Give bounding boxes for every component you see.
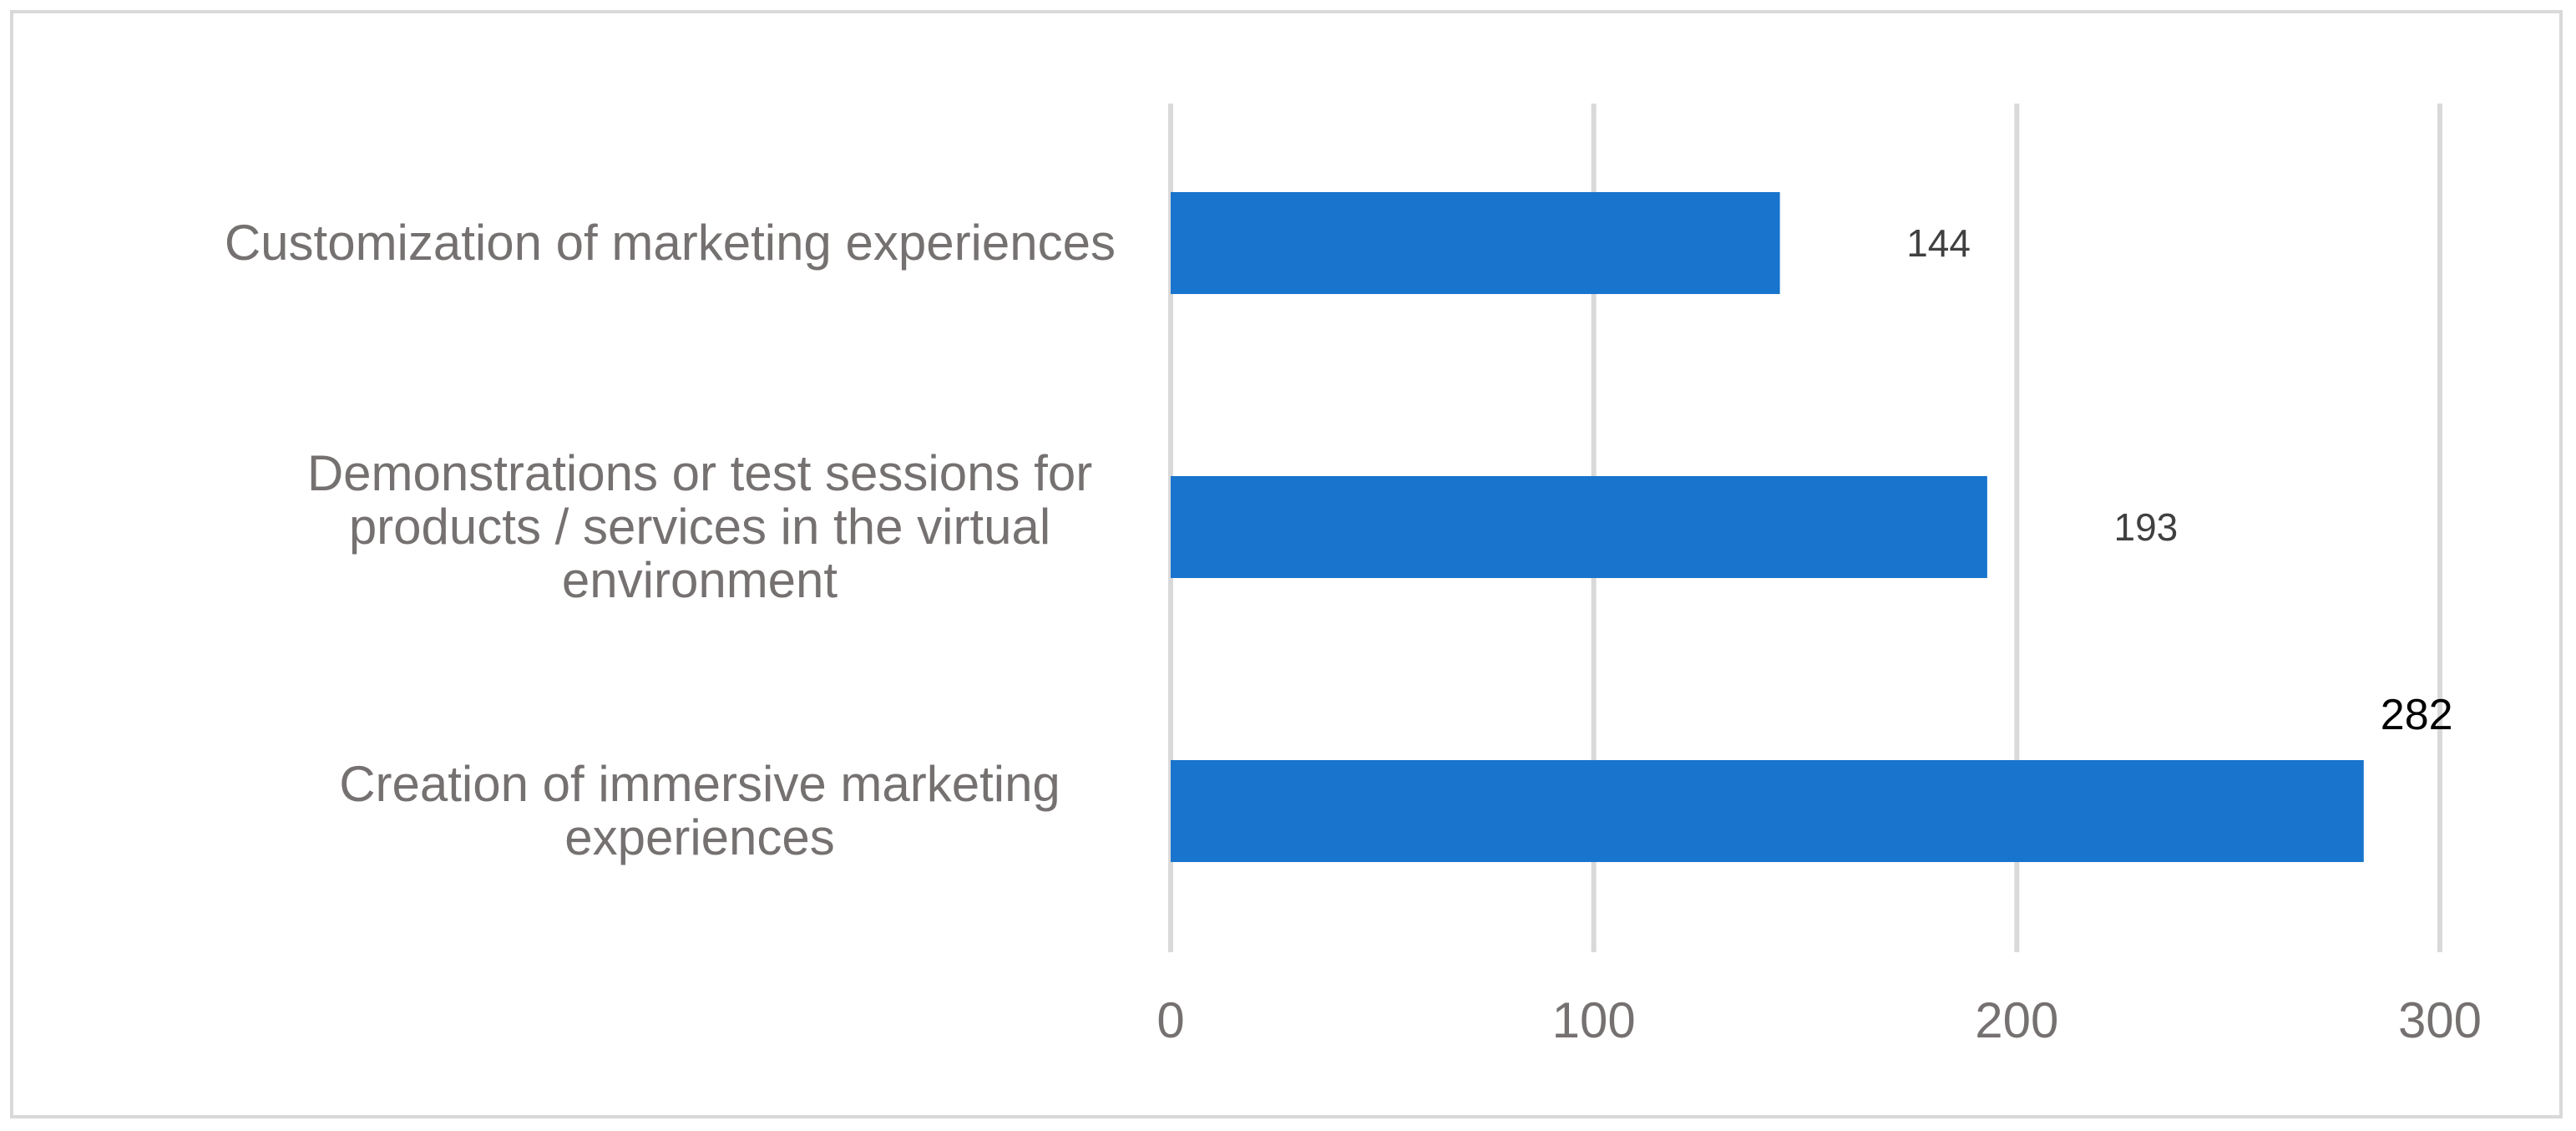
- x-tick-label-0: 0: [1156, 992, 1184, 1048]
- category-label-2-line-1: Demonstrations or test sessions for: [307, 445, 1092, 501]
- bar-3: [1171, 760, 2364, 862]
- category-label-1-line-1: Customization of marketing experiences: [225, 215, 1116, 271]
- x-tick-label-100: 100: [1552, 992, 1636, 1048]
- category-label-2-line-2: products / services in the virtual: [349, 499, 1050, 555]
- category-label-3-line-2: experiences: [564, 809, 835, 865]
- x-axis-tick-labels: 0 100 200 300: [1156, 992, 2482, 1048]
- bar-chart: Customization of marketing experiences De…: [225, 104, 2482, 1048]
- category-labels: Customization of marketing experiences De…: [225, 215, 1116, 865]
- chart-frame: Customization of marketing experiences De…: [10, 10, 2563, 1118]
- bars: [1171, 192, 2364, 862]
- x-tick-label-300: 300: [2398, 992, 2482, 1048]
- bar-1: [1171, 192, 1780, 294]
- category-label-3-line-1: Creation of immersive marketing: [339, 756, 1060, 812]
- x-tick-label-200: 200: [1975, 992, 2058, 1048]
- data-label-3: 282: [2381, 691, 2453, 739]
- bar-2: [1171, 476, 1987, 578]
- data-labels: 144 193 282: [1906, 221, 2452, 739]
- data-label-1: 144: [1906, 221, 1971, 265]
- category-label-2-line-3: environment: [562, 552, 838, 608]
- data-label-2: 193: [2113, 505, 2178, 549]
